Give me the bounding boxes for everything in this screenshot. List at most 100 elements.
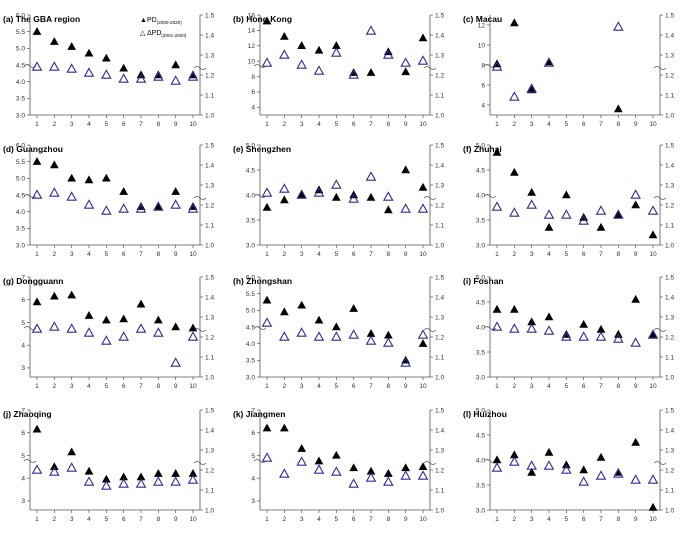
- chart-panel: (l) Huizhou 3.0 3.5 4.0 4.5 5.0 1.0 1.1 1.2 1.3 1.…: [463, 407, 674, 523]
- x-tick-label: 3: [530, 121, 534, 128]
- pd-point: [32, 297, 42, 306]
- right-tick-label: 1.2: [205, 72, 214, 79]
- left-tick-label: 5: [251, 453, 255, 460]
- dpd-point: [509, 207, 520, 217]
- left-tick-label: 10: [248, 58, 256, 65]
- right-tick-label: 1.0: [665, 242, 674, 249]
- x-tick-label: 4: [317, 251, 321, 258]
- right-tick-label: 1.3: [435, 314, 444, 321]
- x-tick-label: 3: [300, 121, 304, 128]
- pd-point: [492, 147, 502, 156]
- chart-panel: (h) Zhongshan 3.0 3.5 4.0 4.5 5.0 5.5 6.0 1.0 1.1…: [233, 274, 444, 390]
- left-tick-label: 14: [248, 28, 256, 35]
- right-tick-label: 1.1: [665, 92, 674, 99]
- right-axis-break-icon: [653, 196, 667, 200]
- pd-point: [314, 45, 324, 54]
- pd-point: [297, 41, 307, 49]
- right-tick-label: 1.4: [435, 162, 444, 169]
- dpd-point: [383, 337, 394, 347]
- left-tick-label: 4: [251, 475, 255, 482]
- left-tick-label: 3.0: [476, 374, 485, 381]
- left-axis-break-icon: [253, 459, 267, 463]
- x-tick-label: 9: [174, 383, 178, 390]
- chart-panel: (i) Foshan 3.0 3.5 4.0 4.5 5.0 1.0 1.1 1.2 1.3 1.4…: [463, 274, 674, 390]
- dpd-point: [400, 470, 411, 480]
- chart-panel: (d) Guangzhou 3.0 3.5 4.0 4.5 5.0 5.5 6.0 1.0 1.1…: [3, 142, 214, 258]
- left-tick-label: 8: [481, 62, 485, 69]
- dpd-point: [543, 209, 555, 219]
- x-tick-label: 3: [70, 383, 74, 390]
- left-tick-label: 4.5: [16, 192, 25, 199]
- dpd-point: [170, 75, 181, 85]
- right-tick-label: 1.0: [665, 112, 674, 119]
- x-tick-label: 2: [52, 121, 56, 128]
- pd-point: [32, 27, 42, 35]
- x-tick-label: 3: [70, 251, 74, 258]
- pd-point: [32, 157, 42, 165]
- left-tick-label: 3.0: [476, 242, 485, 249]
- left-tick-label: 4.5: [476, 299, 485, 306]
- left-tick-label: 4.0: [16, 209, 25, 216]
- left-tick-label: 5.0: [16, 176, 25, 183]
- right-tick-label: 1.2: [205, 202, 214, 209]
- right-axis-break-icon: [193, 66, 207, 70]
- left-tick-label: 5.0: [476, 274, 485, 281]
- dpd-point: [383, 191, 394, 201]
- dpd-point: [647, 205, 659, 215]
- dpd-point: [526, 323, 537, 333]
- right-tick-label: 1.4: [205, 32, 214, 39]
- x-tick-label: 3: [70, 516, 74, 523]
- pd-point: [366, 68, 376, 76]
- pd-point: [366, 192, 376, 201]
- x-tick-label: 2: [52, 383, 56, 390]
- right-tick-label: 1.4: [665, 427, 674, 434]
- chart-panel: (b) Hong Kong468101214161.01.11.21.31.41…: [233, 12, 444, 128]
- left-tick-label: 7: [21, 274, 25, 281]
- dpd-point: [31, 189, 43, 199]
- legend-pd-sub: (2000-2020): [157, 20, 182, 25]
- left-tick-label: 4.0: [476, 457, 485, 464]
- right-axis-break-icon: [653, 461, 667, 465]
- dpd-point: [613, 333, 624, 343]
- right-tick-label: 1.1: [205, 92, 214, 99]
- right-tick-label: 1.5: [435, 274, 444, 281]
- left-tick-label: 6: [251, 430, 255, 437]
- left-tick-label: 8: [251, 74, 255, 81]
- panel-title: (c) Macau: [463, 14, 502, 24]
- pd-point: [631, 437, 641, 446]
- left-tick-label: 3.0: [16, 242, 25, 249]
- pd-point: [119, 472, 129, 481]
- right-tick-label: 1.0: [205, 112, 214, 119]
- x-tick-label: 5: [334, 251, 338, 258]
- dpd-point: [261, 452, 273, 462]
- dpd-point: [509, 91, 520, 101]
- pd-point: [67, 290, 77, 299]
- dpd-point: [400, 357, 411, 367]
- pd-point: [561, 190, 571, 199]
- right-axis-break-icon: [423, 196, 437, 200]
- dpd-point: [331, 466, 342, 476]
- pd-point: [579, 465, 589, 474]
- right-tick-label: 1.1: [665, 354, 674, 361]
- right-tick-label: 1.5: [205, 12, 214, 19]
- left-tick-label: 3.0: [16, 112, 25, 119]
- x-tick-label: 9: [174, 516, 178, 523]
- dpd-point: [543, 325, 555, 335]
- pd-point: [509, 167, 519, 176]
- left-tick-label: 6.0: [246, 274, 255, 281]
- pd-point: [171, 60, 181, 69]
- dpd-point: [49, 466, 60, 476]
- dpd-point: [491, 321, 503, 331]
- left-tick-label: 5.0: [246, 308, 255, 315]
- pd-point: [631, 200, 641, 209]
- dpd-point: [400, 57, 411, 67]
- left-tick-label: 4.0: [16, 79, 25, 86]
- pd-point: [366, 329, 376, 337]
- dpd-point: [83, 327, 95, 337]
- pd-point: [527, 187, 537, 196]
- x-tick-label: 8: [156, 516, 160, 523]
- x-tick-label: 3: [300, 251, 304, 258]
- dpd-point: [296, 189, 307, 199]
- dpd-point: [279, 331, 290, 341]
- right-tick-label: 1.4: [665, 32, 674, 39]
